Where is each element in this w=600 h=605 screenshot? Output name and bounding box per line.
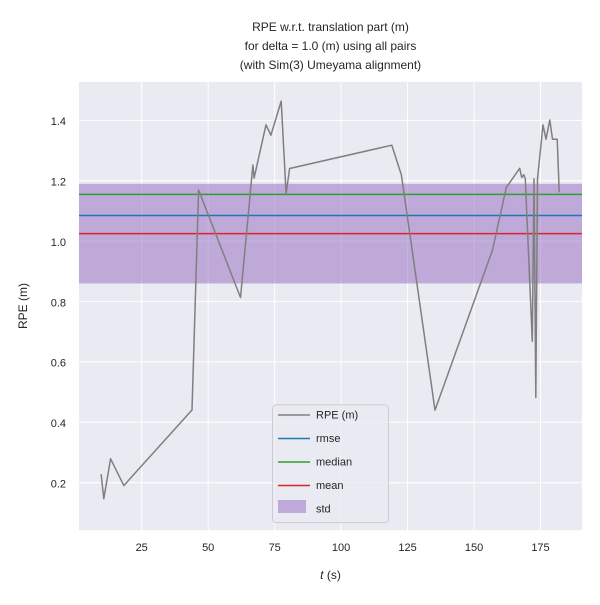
svg-text:1.2: 1.2 — [51, 177, 66, 189]
svg-text:std: std — [316, 504, 331, 516]
svg-text:0.6: 0.6 — [51, 358, 66, 370]
svg-text:RPE (m): RPE (m) — [316, 410, 358, 422]
svg-text:(with Sim(3) Umeyama alignment: (with Sim(3) Umeyama alignment) — [240, 58, 421, 72]
svg-text:0.4: 0.4 — [51, 418, 66, 430]
svg-text:RPE w.r.t. translation part (m: RPE w.r.t. translation part (m) — [252, 20, 409, 34]
svg-text:t (s): t (s) — [320, 568, 341, 582]
svg-text:125: 125 — [398, 542, 416, 554]
svg-text:50: 50 — [202, 542, 214, 554]
svg-text:150: 150 — [465, 542, 483, 554]
svg-text:100: 100 — [332, 542, 350, 554]
svg-text:25: 25 — [136, 542, 148, 554]
svg-text:rmse: rmse — [316, 433, 340, 445]
svg-text:for delta = 1.0 (m) using all: for delta = 1.0 (m) using all pairs — [245, 39, 417, 53]
svg-text:median: median — [316, 457, 352, 469]
svg-text:175: 175 — [531, 542, 549, 554]
svg-text:RPE (m): RPE (m) — [16, 283, 30, 329]
svg-text:0.2: 0.2 — [51, 479, 66, 491]
svg-text:mean: mean — [316, 480, 344, 492]
svg-text:1.4: 1.4 — [51, 116, 66, 128]
svg-text:0.8: 0.8 — [51, 297, 66, 309]
svg-text:75: 75 — [269, 542, 281, 554]
svg-text:1.0: 1.0 — [51, 237, 66, 249]
